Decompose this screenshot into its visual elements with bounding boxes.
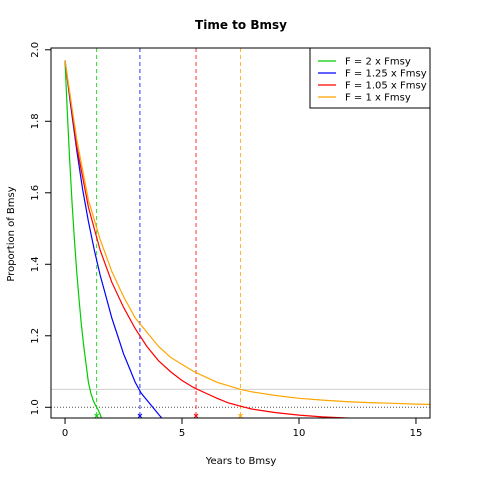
series-line-1	[64, 60, 163, 418]
crossing-marker-0	[94, 413, 99, 418]
x-tick-label-3: 15	[410, 428, 423, 439]
series-line-3	[64, 60, 430, 405]
y-tick-label-4: 1.8	[30, 113, 41, 129]
y-tick-label-5: 2.0	[30, 42, 41, 58]
x-tick-label-1: 5	[179, 428, 185, 439]
y-tick-label-2: 1.4	[30, 256, 41, 272]
x-axis-label: Years to Bmsy	[205, 456, 277, 467]
legend-label-1: F = 1.25 x Fmsy	[345, 69, 427, 80]
chart-title: Time to Bmsy	[195, 18, 287, 32]
y-tick-label-1: 1.2	[30, 328, 41, 344]
x-tick-label-2: 10	[293, 428, 306, 439]
legend-label-0: F = 2 x Fmsy	[345, 57, 411, 68]
legend-label-2: F = 1.05 x Fmsy	[345, 81, 427, 92]
y-tick-label-0: 1.0	[30, 399, 41, 415]
crossing-marker-1	[137, 413, 143, 418]
legend-label-3: F = 1 x Fmsy	[345, 93, 411, 104]
legend-box	[309, 47, 431, 109]
crossing-marker-2	[193, 413, 199, 418]
x-tick-label-0: 0	[62, 428, 68, 439]
y-tick-label-3: 1.6	[30, 185, 41, 201]
plot-content	[51, 48, 430, 418]
y-axis-label: Proportion of Bmsy	[6, 186, 17, 281]
crossing-marker-3	[238, 413, 243, 418]
series-line-0	[64, 60, 102, 418]
plot-frame	[50, 47, 431, 419]
series-line-2	[64, 60, 366, 418]
